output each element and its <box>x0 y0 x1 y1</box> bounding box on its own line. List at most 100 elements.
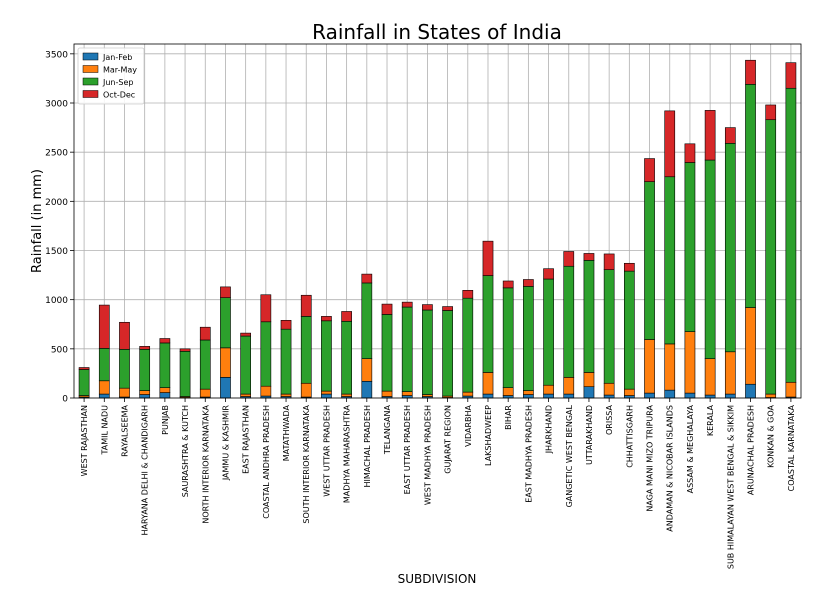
bar-segment <box>200 327 210 340</box>
bar-segment <box>725 143 735 351</box>
bar-segment <box>160 339 170 343</box>
x-tick-label: ASSAM & MEGHALAYA <box>686 404 695 493</box>
bars <box>79 60 796 398</box>
bar-segment <box>443 307 453 311</box>
chart-title: Rainfall in States of India <box>312 20 562 44</box>
bar-segment <box>119 388 129 397</box>
bar-segment <box>422 310 432 395</box>
bar-segment <box>422 305 432 310</box>
bar-segment <box>766 394 776 397</box>
y-tick-label: 2000 <box>45 198 68 208</box>
bar-segment <box>483 241 493 275</box>
bar-segment <box>766 120 776 394</box>
legend: Jan-Feb Mar-May Jun-Sep Oct-Dec <box>78 48 144 104</box>
legend-label: Oct-Dec <box>103 91 135 100</box>
y-tick-label: 1500 <box>45 247 68 257</box>
x-tick-label: COASTAL ANDHRA PRADESH <box>262 405 271 519</box>
bar-segment <box>402 307 412 392</box>
bar-segment <box>342 311 352 321</box>
bar-segment <box>503 388 513 396</box>
bar-segment <box>99 348 109 380</box>
x-tick-label: WEST RAJASTHAN <box>80 405 89 476</box>
bar-segment <box>362 274 372 283</box>
bar-segment <box>463 298 473 392</box>
x-tick-label: LAKSHADWEEP <box>484 405 493 466</box>
bar-segment <box>644 339 654 393</box>
bar-segment <box>180 349 190 351</box>
legend-label: Jan-Feb <box>102 53 132 62</box>
bar-segment <box>644 159 654 182</box>
x-tick-label: HARYANA DELHI & CHANDIGARH <box>141 405 150 535</box>
bar-segment <box>685 393 695 398</box>
x-tick-label: SUB HIMALAYAN WEST BENGAL & SIKKIM <box>726 405 735 569</box>
bar-segment <box>261 295 271 322</box>
bar-segment <box>786 88 796 382</box>
bar-segment <box>665 390 675 398</box>
y-tick-label: 3500 <box>45 50 68 60</box>
x-axis-label: SUBDIVISION <box>398 572 477 586</box>
bar-segment <box>644 182 654 340</box>
bar-segment <box>483 372 493 394</box>
bar-segment <box>523 391 533 395</box>
bar-segment <box>281 394 291 396</box>
x-tick-label: HIMACHAL PRADESH <box>363 405 372 488</box>
legend-swatch <box>83 53 98 60</box>
bar-segment <box>604 383 614 395</box>
bar-segment <box>140 395 150 398</box>
bar-segment <box>342 321 352 394</box>
bar-segment <box>725 394 735 398</box>
legend-label: Mar-May <box>103 66 137 75</box>
bar-segment <box>140 349 150 390</box>
x-tick-label: NORTH INTERIOR KARNATAKA <box>201 404 210 523</box>
x-tick-label: GANGETIC WEST BENGAL <box>565 404 574 507</box>
bar-segment <box>604 395 614 398</box>
x-tick-label: COASTAL KARNATAKA <box>787 404 796 491</box>
bar-segment <box>564 377 574 394</box>
bar-segment <box>745 60 755 84</box>
bar-segment <box>483 394 493 398</box>
bar-segment <box>685 162 695 331</box>
bar-segment <box>685 332 695 393</box>
bar-segment <box>544 279 554 385</box>
legend-label: Jun-Sep <box>102 78 133 87</box>
y-tick-label: 2500 <box>45 149 68 159</box>
bar-segment <box>584 372 594 386</box>
bar-segment <box>745 84 755 307</box>
bar-segment <box>624 271 634 389</box>
bar-segment <box>564 394 574 398</box>
bar-segment <box>281 320 291 329</box>
bar-segment <box>544 269 554 279</box>
bar-segment <box>200 389 210 397</box>
x-tick-label: ARUNACHAL PRADESH <box>747 405 756 495</box>
bar-segment <box>241 336 251 394</box>
bar-segment <box>180 351 190 396</box>
x-tick-label: MADHYA MAHARASHTRA <box>343 404 352 503</box>
bar-segment <box>685 144 695 163</box>
x-tick-label: BIHAR <box>504 405 513 430</box>
bar-segment <box>281 329 291 394</box>
bar-segment <box>604 254 614 270</box>
x-tick-label: PUNJAB <box>161 405 170 435</box>
bar-segment <box>725 352 735 394</box>
bar-segment <box>523 286 533 390</box>
bar-segment <box>321 321 331 391</box>
x-tick-label: TELANGANA <box>383 404 392 455</box>
bar-segment <box>220 287 230 298</box>
bar-segment <box>99 394 109 398</box>
bar-segment <box>665 111 675 177</box>
bar-segment <box>382 314 392 391</box>
bar-segment <box>342 394 352 396</box>
bar-segment <box>119 349 129 388</box>
bar-segment <box>503 281 513 288</box>
x-tick-label: ORISSA <box>605 404 614 435</box>
bar-segment <box>301 316 311 383</box>
bar-segment <box>261 386 271 396</box>
x-tick-label: UTTARAKHAND <box>585 405 594 465</box>
legend-swatch <box>83 91 98 98</box>
x-tick-label: WEST UTTAR PRADESH <box>322 405 331 497</box>
x-tick-label: GUJARAT REGION <box>444 405 453 474</box>
bar-segment <box>564 266 574 377</box>
y-tick-label: 3000 <box>45 100 68 110</box>
bar-segment <box>564 251 574 266</box>
